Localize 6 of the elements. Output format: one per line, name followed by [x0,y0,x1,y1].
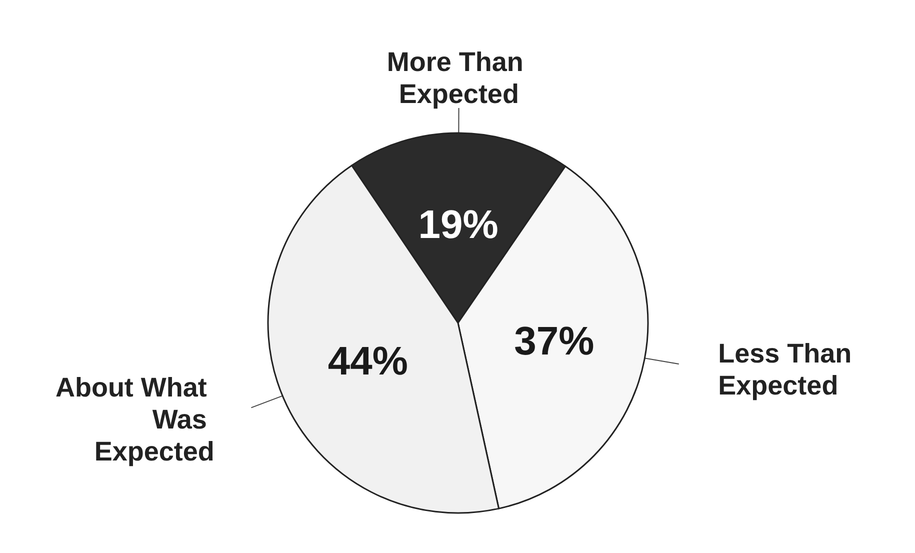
slice-label: More Than Expected [386,47,531,109]
data-label: 19% [418,203,498,247]
data-label: 44% [328,340,408,384]
data-label: 37% [514,320,594,364]
slice-label: About What Was Expected [55,372,214,467]
slice-label: Less Than Expected [718,338,860,401]
